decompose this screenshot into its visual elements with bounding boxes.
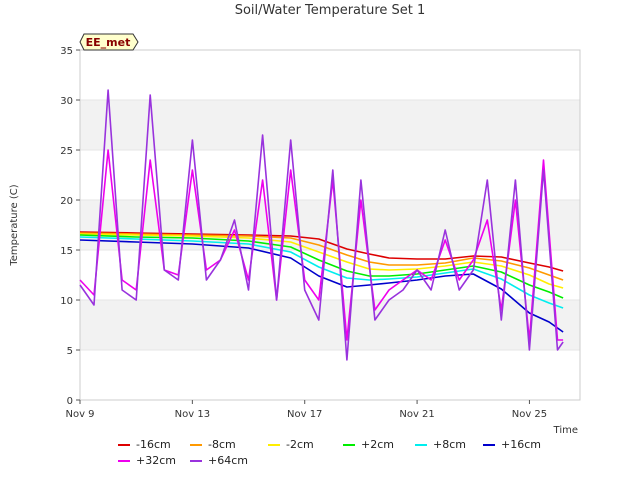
series-line-+8cm <box>79 236 564 309</box>
series-lines <box>79 89 564 361</box>
legend-item: -16cm <box>118 438 171 451</box>
legend-label: +16cm <box>501 438 541 451</box>
series-line--2cm <box>79 233 564 289</box>
legend-swatch <box>118 444 130 446</box>
x-axis-label: Time <box>553 425 578 436</box>
legend-swatch <box>190 444 202 446</box>
chart-title: Soil/Water Temperature Set 1 <box>234 3 426 18</box>
legend-label: +8cm <box>433 438 466 451</box>
y-tick-label: 10 <box>60 296 73 307</box>
legend-item: -8cm <box>190 438 236 451</box>
series-line-+64cm <box>79 89 564 361</box>
legend-label: -16cm <box>136 438 171 451</box>
legend-swatch <box>483 444 495 446</box>
plot-frame <box>79 49 581 401</box>
x-tick-label: Nov 13 <box>175 409 210 420</box>
station-badge-label: EE_met <box>86 36 131 49</box>
legend-swatch <box>268 444 280 446</box>
x-axis: Nov 9 Nov 13 Nov 17 Nov 21 Nov 25 <box>65 400 547 420</box>
legend-swatch <box>343 444 355 446</box>
legend-swatch <box>190 460 202 462</box>
y-tick-label: 30 <box>60 96 73 107</box>
legend-label: +32cm <box>136 454 176 467</box>
legend-item: +64cm <box>190 454 248 467</box>
x-tick-label: Nov 9 <box>65 409 94 420</box>
y-tick-label: 20 <box>60 196 73 207</box>
legend-label: +64cm <box>208 454 248 467</box>
series-line--16cm <box>79 231 564 272</box>
y-tick-label: 15 <box>60 246 73 257</box>
legend-label: -8cm <box>208 438 236 451</box>
x-tick-label: Nov 25 <box>512 409 547 420</box>
series-line-+2cm <box>79 234 564 299</box>
legend-swatch <box>118 460 130 462</box>
series-line--8cm <box>79 232 564 281</box>
grid-bands <box>80 99 580 401</box>
y-tick-label: 0 <box>67 396 73 407</box>
legend-item: +8cm <box>415 438 466 451</box>
y-tick-label: 5 <box>67 346 73 357</box>
grid-band <box>80 100 580 150</box>
legend-item: +32cm <box>118 454 176 467</box>
legend-label: +2cm <box>361 438 394 451</box>
y-axis: 0 5 10 15 20 25 30 35 <box>60 46 80 407</box>
legend-item: +16cm <box>483 438 541 451</box>
grid-band <box>80 300 580 350</box>
y-tick-label: 25 <box>60 146 73 157</box>
x-tick-label: Nov 17 <box>287 409 322 420</box>
y-axis-label: Temperature (C) <box>9 184 20 266</box>
legend-label: -2cm <box>286 438 314 451</box>
legend-item: -2cm <box>268 438 314 451</box>
station-badge: EE_met <box>79 33 139 51</box>
y-tick-label: 35 <box>60 46 73 57</box>
series-line-+16cm <box>79 239 564 333</box>
legend-swatch <box>415 444 427 446</box>
legend-item: +2cm <box>343 438 394 451</box>
x-tick-label: Nov 21 <box>399 409 434 420</box>
